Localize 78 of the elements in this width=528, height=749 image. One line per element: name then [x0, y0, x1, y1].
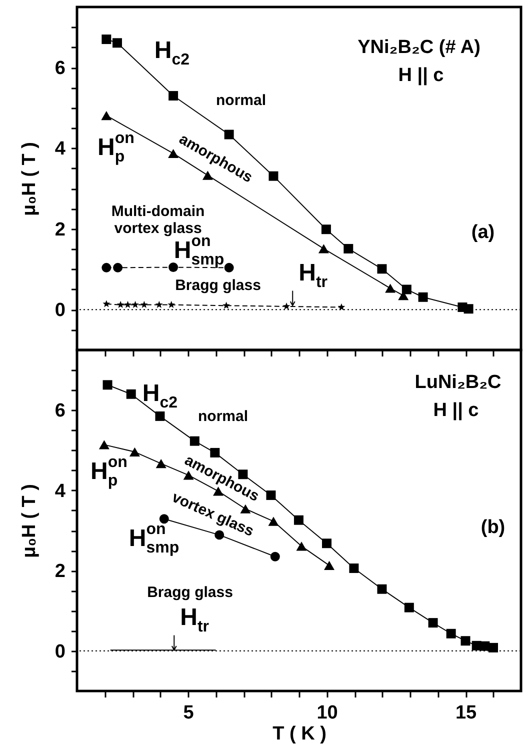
y-tick-label: 2	[54, 561, 66, 582]
point	[480, 641, 490, 651]
point	[98, 440, 110, 450]
point	[102, 300, 110, 308]
annotation: Bragg glass	[175, 277, 261, 294]
point	[460, 636, 470, 646]
point	[446, 628, 456, 638]
point	[294, 515, 304, 525]
point	[324, 560, 334, 570]
y-tick-label: 2	[54, 219, 66, 240]
point	[210, 448, 220, 458]
point	[102, 262, 112, 272]
point	[113, 262, 123, 272]
point	[168, 262, 178, 272]
point	[322, 538, 332, 548]
x-tick-label: 5	[183, 702, 194, 724]
y-tick-label: 6	[54, 400, 66, 422]
annotation: normal	[198, 408, 248, 425]
point	[266, 490, 276, 500]
annotation: Bragg glass	[147, 584, 233, 601]
point	[168, 91, 178, 101]
y-axis-title: μ₀H ( T )	[18, 484, 40, 558]
point	[377, 584, 387, 594]
x-tick-label: 15	[455, 702, 477, 724]
point	[112, 38, 122, 48]
point	[349, 563, 359, 573]
point	[224, 262, 234, 272]
annotation: YNi₂B₂C (# A)	[358, 37, 480, 58]
annotation: (b)	[480, 517, 506, 538]
point	[404, 602, 414, 612]
point	[321, 224, 331, 234]
point	[222, 302, 230, 309]
point	[168, 300, 176, 308]
point	[159, 514, 169, 524]
annotation: H || c	[433, 400, 480, 421]
point	[318, 244, 329, 254]
annotation: (a)	[471, 222, 495, 243]
y-tick-label: 4	[54, 138, 66, 160]
point	[155, 300, 163, 308]
point	[464, 304, 474, 314]
point	[126, 389, 136, 399]
annotation: H || c	[398, 65, 444, 86]
point	[190, 436, 200, 446]
point	[296, 542, 307, 551]
point	[428, 618, 438, 628]
annotation: Multi-domain vortex glass	[111, 203, 205, 237]
point	[385, 284, 396, 293]
annotation: LuNi₂B₂C	[414, 372, 502, 393]
annotation: normal	[216, 92, 266, 109]
point	[418, 292, 428, 302]
x-axis-title: T ( K )	[272, 724, 326, 744]
point	[132, 300, 139, 308]
point	[102, 34, 112, 44]
point	[268, 171, 278, 181]
y-axis-title: μ₀H ( T )	[18, 142, 40, 216]
point	[140, 300, 148, 308]
point	[168, 148, 179, 158]
point	[344, 244, 354, 254]
y-tick-label: 0	[54, 641, 66, 662]
y-tick-label: 4	[54, 480, 66, 502]
y-tick-label: 0	[54, 300, 66, 322]
point	[402, 284, 412, 294]
point	[338, 303, 346, 310]
point	[270, 552, 280, 562]
point	[124, 300, 132, 308]
point	[102, 380, 112, 390]
y-tick-label: 6	[54, 58, 66, 80]
point	[268, 516, 279, 526]
x-tick-label: 10	[316, 702, 338, 724]
point	[240, 504, 251, 514]
point	[282, 302, 290, 310]
point	[101, 111, 112, 120]
point	[488, 642, 498, 652]
point	[156, 458, 166, 468]
point	[116, 300, 124, 308]
point	[155, 411, 165, 421]
point	[377, 264, 387, 274]
point	[129, 447, 140, 456]
